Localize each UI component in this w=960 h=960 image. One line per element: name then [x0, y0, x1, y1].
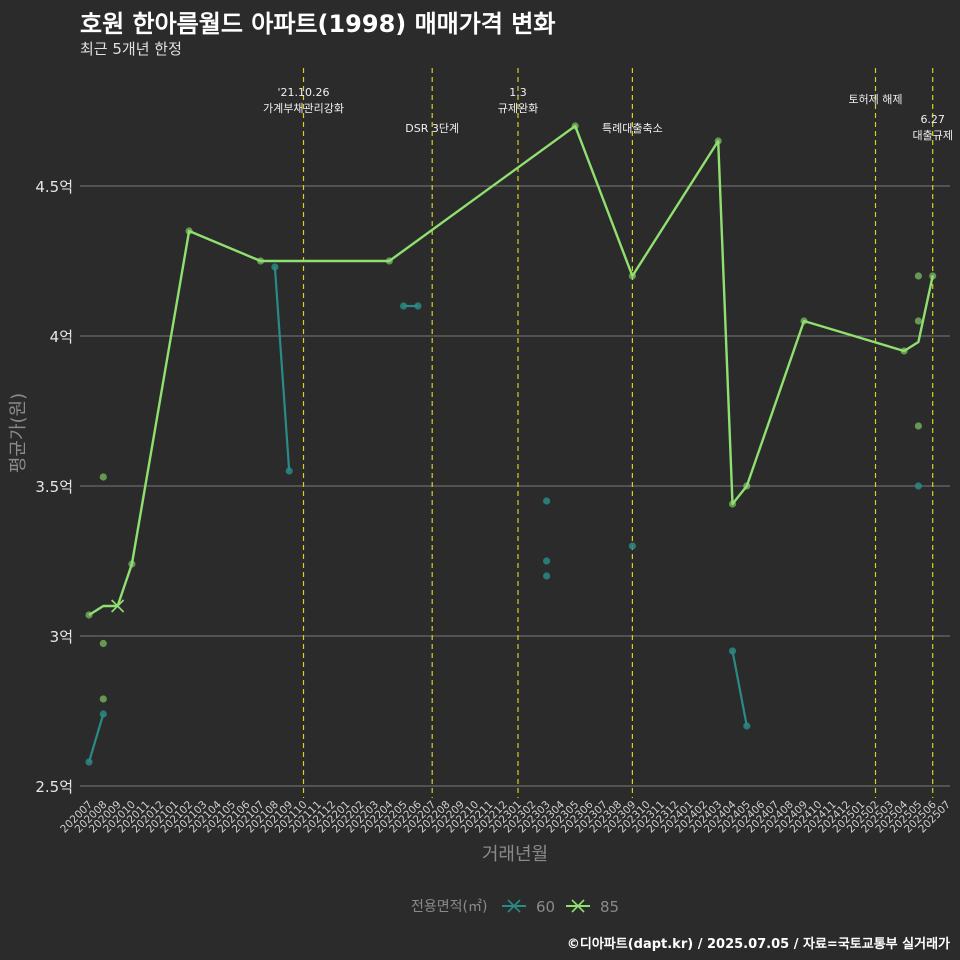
- chart-subtitle: 최근 5개년 한정: [80, 40, 182, 58]
- event-label: 규제완화: [498, 102, 538, 115]
- point-85: [929, 272, 937, 280]
- point-60: [543, 572, 551, 580]
- event-label: 6.27: [920, 113, 945, 126]
- point-60: [743, 722, 751, 730]
- series-line-60: [87, 713, 105, 763]
- y-tick-label: 2.5억: [35, 778, 73, 796]
- legend-title: 전용면적(㎡): [411, 899, 487, 915]
- point-60: [914, 482, 923, 490]
- point-85: [99, 695, 107, 703]
- point-85: [914, 317, 923, 325]
- point-85: [914, 422, 923, 430]
- event-label: DSR 3단계: [405, 122, 459, 135]
- legend: 전용면적(㎡) 60 85: [411, 898, 619, 916]
- series-line-85: [88, 124, 934, 617]
- source-caption: ©디아파트(dapt.kr) / 2025.07.05 / 자료=국토교통부 실…: [566, 937, 950, 952]
- legend-label: 85: [600, 898, 619, 916]
- y-axis-title: 평균가(원): [8, 393, 29, 473]
- point-85: [99, 473, 107, 481]
- point-60: [543, 497, 551, 505]
- event-label: 1.3: [509, 86, 527, 99]
- cross-marker-85: [111, 599, 125, 613]
- event-label: '21.10.26: [277, 86, 329, 99]
- event-label: 가계부채관리강화: [263, 102, 344, 115]
- legend-key-cross: [571, 899, 585, 913]
- legend-key-cross: [507, 899, 521, 913]
- y-tick-label: 4.5억: [35, 178, 73, 196]
- x-axis-title: 거래년월: [482, 844, 548, 865]
- chart-title: 호원 한아름월드 아파트(1998) 매매가격 변화: [80, 10, 556, 38]
- point-60: [628, 542, 637, 550]
- series-line-60: [731, 650, 748, 727]
- point-85: [914, 272, 923, 280]
- y-tick-label: 3.5억: [35, 478, 73, 496]
- event-label: 토허제 해제: [848, 92, 902, 106]
- y-tick-label: 4억: [50, 328, 73, 346]
- series-line-60: [273, 266, 291, 472]
- legend-label: 60: [536, 898, 555, 916]
- point-60: [543, 557, 551, 565]
- y-tick-label: 3억: [50, 628, 73, 646]
- point-85: [99, 639, 107, 648]
- event-label: 특례대출축소: [602, 122, 663, 135]
- event-label: 대출규제: [912, 129, 952, 142]
